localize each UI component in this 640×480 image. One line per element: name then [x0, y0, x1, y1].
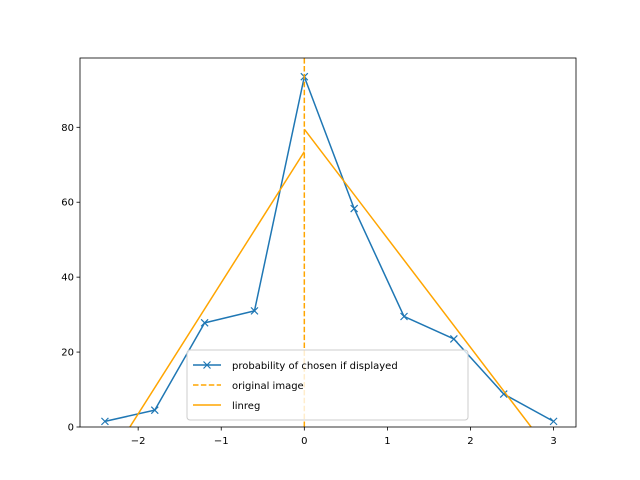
series-0-point-6	[400, 312, 408, 321]
x-tick-label: −2	[131, 436, 146, 447]
x-tick-label: 2	[467, 436, 473, 447]
series-0-point-2	[200, 318, 209, 327]
y-tick-label: 60	[61, 198, 74, 209]
series-0-point-0	[101, 417, 109, 426]
axes-frame	[79, 57, 577, 428]
series-2-segment-0	[129, 151, 305, 427]
legend-label-0: probability of chosen if displayed	[232, 361, 398, 372]
legend-label-1: original image	[232, 381, 304, 392]
x-tick-label: −1	[214, 436, 229, 447]
x-tick-label: 3	[550, 436, 556, 447]
y-tick-label: 40	[61, 273, 74, 284]
legend-label-2: linreg	[232, 401, 260, 412]
y-tick-label: 80	[61, 123, 74, 134]
series-0-point-5	[350, 204, 359, 213]
series-0-point-1	[150, 406, 159, 415]
series-2-segment-1	[303, 128, 532, 427]
x-tick-label: 1	[384, 436, 390, 447]
series-0-line	[104, 75, 554, 423]
series-0-point-7	[449, 335, 458, 343]
legend-marker-0	[203, 361, 211, 369]
y-tick-label: 20	[61, 348, 74, 359]
legend: probability of chosen if displayed origin…	[186, 349, 469, 421]
series-0-point-3	[250, 306, 259, 315]
x-tick-label: 0	[301, 436, 307, 447]
legend-box	[186, 349, 469, 421]
y-tick-label: 0	[68, 423, 74, 434]
series-0-point-8	[499, 390, 508, 398]
series-0-point-9	[549, 417, 558, 426]
